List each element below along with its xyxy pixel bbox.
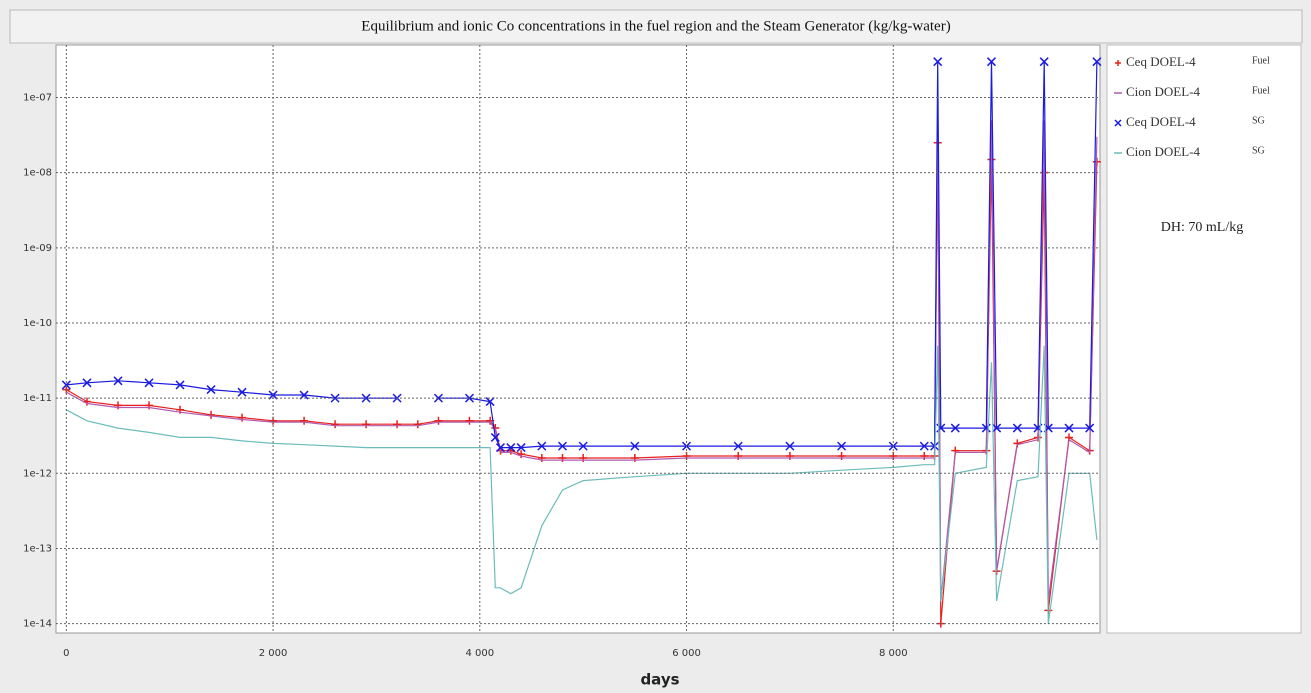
y-tick-label: 1e-08 — [23, 168, 52, 179]
data-point — [465, 416, 474, 425]
data-point — [330, 393, 340, 403]
legend-tag: Fuel — [1252, 55, 1270, 66]
data-point — [61, 380, 71, 390]
data-point — [300, 416, 309, 425]
data-point — [362, 420, 371, 429]
title-bar — [9, 9, 1303, 44]
data-point — [733, 441, 743, 451]
data-point — [950, 423, 960, 433]
data-point — [490, 432, 500, 442]
data-point — [268, 390, 278, 400]
data-point — [992, 423, 1002, 433]
legend-marker — [1115, 60, 1121, 66]
data-point — [933, 57, 943, 67]
data-point — [485, 397, 495, 407]
series-line — [66, 345, 1098, 624]
data-point — [413, 420, 422, 429]
x-tick-label: 8 000 — [879, 648, 908, 659]
y-tick-label: 1e-09 — [23, 243, 52, 254]
data-point — [433, 393, 443, 403]
x-axis-label: days — [640, 671, 679, 689]
x-tick-label: 2 000 — [259, 648, 288, 659]
data-point — [113, 376, 123, 386]
y-tick-label: 1e-11 — [23, 393, 52, 404]
x-tick-label: 6 000 — [672, 648, 701, 659]
plot-layer — [61, 57, 1102, 628]
legend-label: Cion DOEL-4 — [1126, 84, 1201, 99]
data-point — [495, 443, 506, 453]
legend-tag: Fuel — [1252, 85, 1270, 96]
annotation: DH: 70 mL/kg — [1161, 220, 1243, 235]
data-point — [920, 451, 929, 460]
data-point — [1064, 423, 1074, 433]
data-point — [393, 420, 402, 429]
data-point — [361, 393, 371, 403]
y-tick-label: 1e-07 — [23, 93, 52, 104]
data-point — [630, 441, 640, 451]
data-point — [557, 441, 568, 451]
data-point — [919, 441, 929, 451]
data-point — [207, 410, 216, 419]
data-point — [238, 413, 247, 422]
data-point — [434, 416, 443, 425]
chart-title: Equilibrium and ionic Co concentrations … — [361, 18, 950, 34]
data-point — [1012, 423, 1022, 433]
y-tick-label: 1e-12 — [23, 468, 52, 479]
data-point — [578, 441, 588, 451]
x-tick-label: 4 000 — [465, 648, 494, 659]
legend-label: Ceq DOEL-4 — [1126, 54, 1196, 69]
data-point — [82, 378, 92, 388]
legend-tag: SG — [1252, 145, 1265, 156]
data-point — [516, 443, 526, 453]
data-point — [837, 441, 847, 451]
plot-area — [55, 44, 1101, 634]
data-point — [1085, 423, 1095, 433]
data-point — [506, 443, 516, 453]
data-point — [175, 380, 185, 390]
data-point — [331, 420, 340, 429]
data-point — [537, 441, 547, 451]
data-point — [206, 385, 216, 395]
y-tick-label: 1e-13 — [23, 543, 52, 554]
data-point — [144, 378, 154, 388]
data-point — [785, 441, 795, 451]
y-tick-label: 1e-10 — [23, 318, 52, 329]
data-point — [734, 451, 743, 460]
data-point — [837, 451, 846, 460]
legend-marker — [1114, 119, 1122, 127]
legend-label: Cion DOEL-4 — [1126, 144, 1201, 159]
data-point — [785, 451, 794, 460]
legend-label: Ceq DOEL-4 — [1126, 114, 1196, 129]
series-line — [66, 120, 1098, 602]
legend-tag: SG — [1252, 115, 1265, 126]
legend-panel — [1106, 44, 1302, 634]
data-point — [1039, 57, 1049, 67]
y-tick-label: 1e-14 — [23, 619, 52, 630]
data-point — [237, 387, 247, 397]
x-tick-label: 0 — [63, 648, 69, 659]
data-point — [1092, 57, 1102, 67]
data-point — [517, 450, 526, 459]
data-point — [986, 57, 996, 67]
